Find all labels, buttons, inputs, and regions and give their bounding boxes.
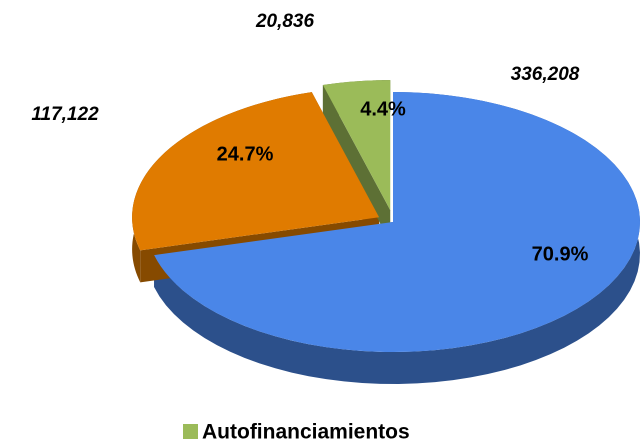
slice (154, 92, 640, 353)
percent-label: 24.7% (217, 143, 274, 165)
slice-side (322, 85, 391, 243)
value-label: 336,208 (511, 64, 580, 85)
legend-label: Autofinanciamientos (202, 421, 410, 444)
percent-label: 4.4% (360, 98, 406, 120)
percent-label: 70.9% (532, 243, 589, 265)
legend-swatch (183, 424, 198, 439)
value-label: 20,836 (255, 11, 315, 32)
slice (322, 80, 391, 211)
slice (132, 92, 380, 251)
value-label: 117,122 (31, 104, 99, 125)
